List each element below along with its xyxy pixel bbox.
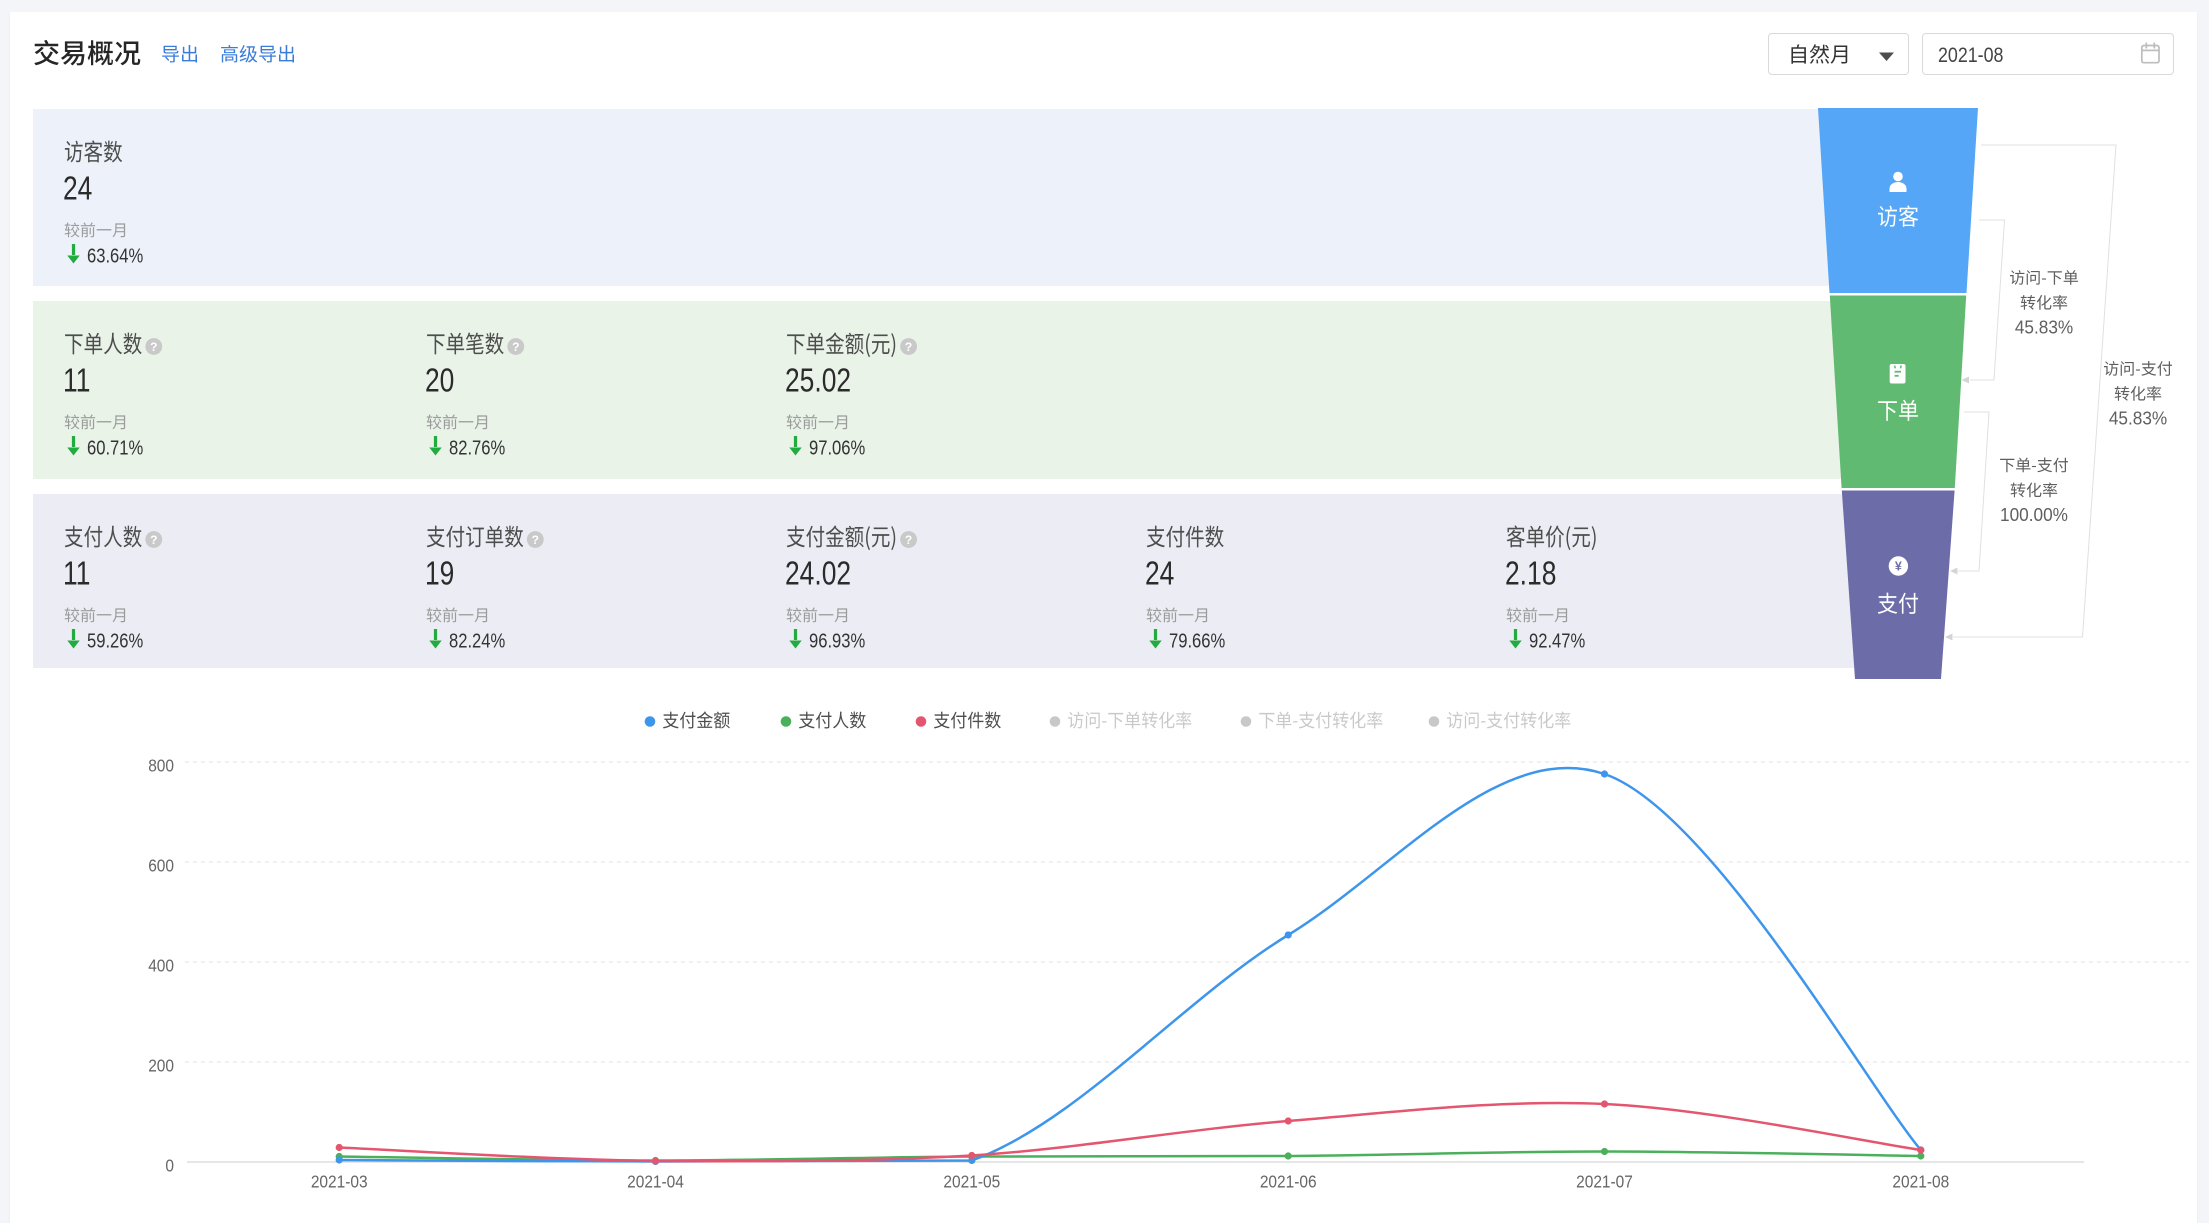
svg-text:?: ? <box>532 533 539 547</box>
svg-text:82.76%: 82.76% <box>449 436 505 459</box>
svg-text:2021-06: 2021-06 <box>1260 1171 1317 1191</box>
svg-text:92.47%: 92.47% <box>1529 629 1585 652</box>
svg-text:200: 200 <box>148 1055 174 1075</box>
svg-text:24.02: 24.02 <box>785 556 851 592</box>
svg-text:24: 24 <box>1145 556 1174 592</box>
svg-text:2.18: 2.18 <box>1505 556 1556 592</box>
svg-text:60.71%: 60.71% <box>87 436 143 459</box>
svg-text:20: 20 <box>425 363 454 399</box>
svg-text:82.24%: 82.24% <box>449 629 505 652</box>
svg-text:97.06%: 97.06% <box>809 436 865 459</box>
svg-text:2021-08: 2021-08 <box>1892 1171 1949 1191</box>
svg-text:11: 11 <box>63 363 90 399</box>
svg-text:11: 11 <box>63 556 90 592</box>
svg-text:25.02: 25.02 <box>785 363 851 399</box>
svg-text:?: ? <box>150 340 157 354</box>
svg-text:19: 19 <box>425 556 454 592</box>
svg-text:2021-08: 2021-08 <box>1938 44 2003 68</box>
svg-text:2021-07: 2021-07 <box>1576 1171 1633 1191</box>
svg-text:?: ? <box>150 533 157 547</box>
svg-text:400: 400 <box>148 955 174 975</box>
svg-text:?: ? <box>512 340 519 354</box>
svg-text:¥: ¥ <box>1895 560 1902 574</box>
svg-text:79.66%: 79.66% <box>1169 629 1225 652</box>
svg-text:45.83%: 45.83% <box>2015 317 2073 338</box>
svg-text:45.83%: 45.83% <box>2109 408 2167 429</box>
svg-text:100.00%: 100.00% <box>2000 504 2068 525</box>
svg-text:2021-05: 2021-05 <box>943 1171 1000 1191</box>
svg-text:2021-03: 2021-03 <box>311 1171 368 1191</box>
svg-text:2021-04: 2021-04 <box>627 1171 684 1191</box>
svg-text:600: 600 <box>148 855 174 875</box>
svg-text:59.26%: 59.26% <box>87 629 143 652</box>
svg-text:63.64%: 63.64% <box>87 244 143 267</box>
svg-text:800: 800 <box>148 755 174 775</box>
svg-text:?: ? <box>905 533 912 547</box>
svg-text:24: 24 <box>63 171 92 207</box>
svg-text:?: ? <box>905 340 912 354</box>
svg-text:96.93%: 96.93% <box>809 629 865 652</box>
svg-text:0: 0 <box>165 1155 174 1175</box>
